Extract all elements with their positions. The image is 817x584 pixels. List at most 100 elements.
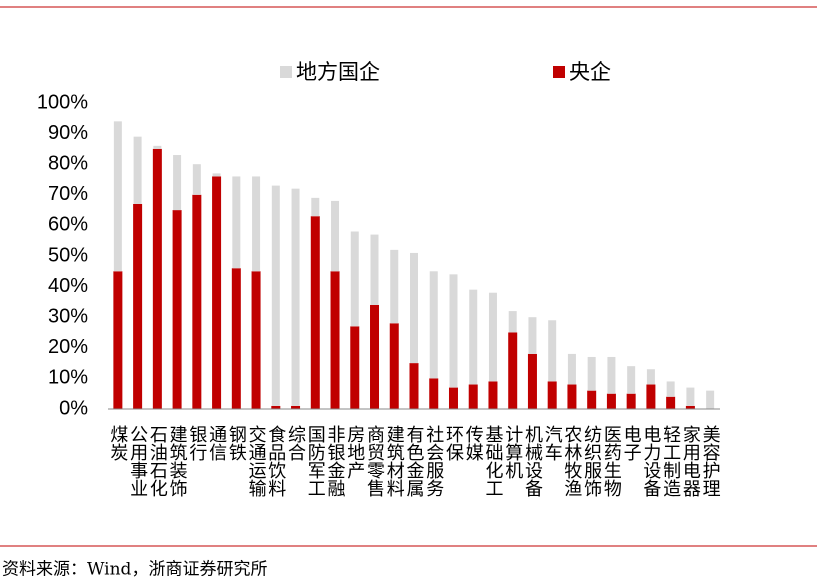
bar-segment bbox=[271, 405, 281, 409]
bar-segment bbox=[113, 271, 123, 409]
x-tick-label: 煤炭 bbox=[107, 425, 128, 461]
y-tick-label: 80% bbox=[48, 152, 88, 174]
x-tick-label: 建筑装饰 bbox=[167, 425, 188, 497]
bar-segment bbox=[350, 326, 360, 409]
bar-segment bbox=[488, 381, 498, 409]
bar-segment bbox=[508, 311, 517, 333]
x-tick-label: 交通运输 bbox=[246, 425, 267, 498]
x-tick-label: 汽车 bbox=[542, 425, 563, 461]
y-tick-label: 70% bbox=[48, 183, 88, 205]
x-tick-label: 基础化工 bbox=[482, 425, 503, 497]
source-note: 资料来源：Wind，浙商证券研究所 bbox=[2, 560, 267, 580]
y-tick-label: 100% bbox=[37, 91, 88, 113]
x-tick-label: 电子 bbox=[621, 425, 642, 461]
bar-segment bbox=[469, 289, 478, 385]
x-tick-label: 国防军工 bbox=[305, 425, 326, 497]
bar-segment bbox=[646, 384, 656, 409]
bar-segment bbox=[252, 176, 261, 272]
bar-segment bbox=[153, 145, 162, 149]
legend-swatch bbox=[553, 66, 565, 78]
bar-segment bbox=[212, 176, 222, 409]
bar-segment bbox=[567, 384, 577, 409]
x-tick-label: 公用事业 bbox=[127, 425, 148, 497]
x-tick-label: 医药生物 bbox=[601, 425, 622, 497]
bar-segment bbox=[331, 200, 340, 272]
bar-segment bbox=[251, 271, 261, 409]
bar-segment bbox=[666, 396, 676, 409]
bar-segment bbox=[232, 176, 241, 269]
bar-segment bbox=[350, 231, 359, 327]
bar-segment bbox=[685, 405, 695, 409]
bar-segment bbox=[389, 323, 399, 409]
bar-segment bbox=[547, 381, 557, 409]
y-tick-label: 60% bbox=[48, 214, 88, 236]
x-tick-label: 通信 bbox=[206, 425, 227, 461]
y-tick-label: 40% bbox=[48, 275, 88, 297]
x-tick-label: 农林牧渔 bbox=[561, 425, 582, 497]
bar-segment bbox=[172, 210, 182, 409]
bar-segment bbox=[449, 274, 458, 388]
bar-segment bbox=[429, 378, 439, 409]
x-tick-label: 综合 bbox=[285, 425, 306, 461]
x-tick-label: 家用电器 bbox=[680, 425, 701, 497]
bar-segment bbox=[271, 185, 280, 406]
bar-segment bbox=[587, 390, 597, 409]
bar-segment bbox=[370, 234, 379, 305]
bar-segment bbox=[686, 387, 695, 406]
y-tick-label: 0% bbox=[59, 397, 88, 419]
bar-segment bbox=[488, 292, 497, 382]
y-tick-label: 50% bbox=[48, 244, 88, 266]
x-tick-label: 社会服务 bbox=[423, 425, 444, 497]
y-tick-label: 90% bbox=[48, 122, 88, 144]
x-tick-label: 传媒 bbox=[463, 425, 484, 461]
x-tick-label: 环保 bbox=[443, 425, 464, 461]
legend-label: 央企 bbox=[569, 60, 611, 84]
x-tick-label: 有色金属 bbox=[404, 425, 425, 497]
bar-segment bbox=[567, 353, 576, 385]
bar-segment bbox=[410, 252, 418, 364]
x-tick-label: 食品饮料 bbox=[265, 425, 286, 497]
bar-segment bbox=[587, 356, 596, 391]
x-tick-label: 计算机 bbox=[502, 425, 523, 479]
bar-segment bbox=[626, 393, 636, 409]
legend-label: 地方国企 bbox=[296, 60, 380, 84]
bar-segment bbox=[173, 155, 182, 211]
bar-segment bbox=[192, 164, 201, 195]
bar-segment bbox=[548, 320, 557, 382]
x-tick-label: 非银金融 bbox=[325, 425, 346, 497]
x-tick-label: 石油石化 bbox=[147, 425, 168, 497]
bar-segment bbox=[291, 405, 301, 409]
legend-swatch bbox=[280, 66, 292, 78]
x-tick-label: 银行 bbox=[186, 425, 207, 461]
bar-segment bbox=[133, 203, 143, 409]
bar-segment bbox=[310, 216, 320, 409]
y-tick-label: 30% bbox=[48, 305, 88, 327]
y-tick-label: 10% bbox=[48, 367, 88, 389]
bar-segment bbox=[291, 188, 300, 406]
y-tick-label: 20% bbox=[48, 336, 88, 358]
x-tick-label: 机械设备 bbox=[522, 425, 543, 497]
bar-segment bbox=[192, 194, 202, 409]
bar-segment bbox=[606, 393, 616, 409]
x-tick-label: 房地产 bbox=[344, 425, 365, 479]
x-tick-label: 商贸零售 bbox=[364, 425, 385, 497]
bar-segment bbox=[311, 197, 320, 217]
bar-segment bbox=[231, 268, 241, 409]
bar-segment bbox=[448, 387, 458, 409]
x-tick-label: 钢铁 bbox=[226, 425, 247, 461]
bar-segment bbox=[113, 121, 122, 272]
x-tick-label: 纺织服饰 bbox=[581, 425, 602, 497]
bar-segment bbox=[390, 249, 399, 324]
bar-segment bbox=[429, 271, 438, 379]
bar-segment bbox=[468, 384, 478, 409]
bar-segment bbox=[508, 332, 518, 409]
bar-segment bbox=[409, 363, 419, 409]
bar-segment bbox=[646, 369, 655, 385]
bar-segment bbox=[706, 390, 715, 409]
bar-segment bbox=[370, 304, 380, 409]
x-tick-label: 电力设备 bbox=[640, 425, 661, 497]
bar-segment bbox=[133, 136, 142, 204]
bar-segment bbox=[212, 173, 221, 177]
bar-segment bbox=[152, 148, 162, 409]
